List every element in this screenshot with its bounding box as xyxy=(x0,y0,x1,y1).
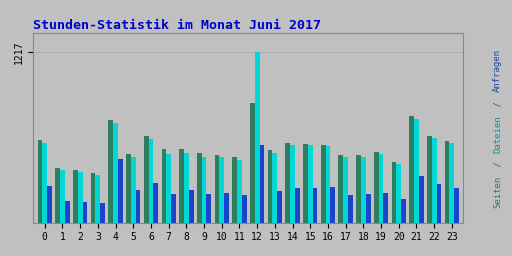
Bar xyxy=(47,186,52,223)
Bar xyxy=(330,187,335,223)
Bar xyxy=(215,155,219,223)
Bar xyxy=(295,188,300,223)
Bar xyxy=(100,203,105,223)
Bar xyxy=(73,170,78,223)
Text: Stunden-Statistik im Monat Juni 2017: Stunden-Statistik im Monat Juni 2017 xyxy=(33,19,322,32)
Bar xyxy=(278,191,282,223)
Bar xyxy=(197,153,202,223)
Bar xyxy=(237,159,242,223)
Bar xyxy=(392,162,396,223)
Bar xyxy=(260,145,264,223)
Bar xyxy=(290,145,295,223)
Bar xyxy=(366,194,371,223)
Bar xyxy=(161,149,166,223)
Bar xyxy=(202,157,206,223)
Bar xyxy=(154,183,158,223)
Bar xyxy=(250,103,255,223)
Bar xyxy=(383,193,388,223)
Bar xyxy=(450,143,454,223)
Bar xyxy=(60,170,65,223)
Bar xyxy=(419,176,423,223)
Bar xyxy=(308,145,313,223)
Bar xyxy=(144,136,148,223)
Bar xyxy=(184,153,189,223)
Bar xyxy=(379,154,383,223)
Bar xyxy=(171,194,176,223)
Bar xyxy=(432,138,437,223)
Text: Anfragen: Anfragen xyxy=(493,49,502,92)
Bar xyxy=(356,155,361,223)
Bar xyxy=(126,154,131,223)
Text: /: / xyxy=(493,96,502,112)
Bar xyxy=(232,157,237,223)
Text: Dateien: Dateien xyxy=(493,115,502,153)
Bar xyxy=(374,152,379,223)
Bar xyxy=(242,195,247,223)
Bar xyxy=(42,143,47,223)
Bar xyxy=(189,190,194,223)
Bar xyxy=(409,116,414,223)
Bar xyxy=(401,199,406,223)
Bar xyxy=(255,52,260,223)
Bar xyxy=(91,173,96,223)
Bar xyxy=(113,123,118,223)
Bar xyxy=(268,150,272,223)
Bar xyxy=(445,141,450,223)
Bar xyxy=(131,157,136,223)
Bar xyxy=(285,143,290,223)
Text: Seiten: Seiten xyxy=(493,176,502,208)
Bar xyxy=(326,146,330,223)
Bar xyxy=(303,144,308,223)
Bar xyxy=(37,140,42,223)
Bar xyxy=(348,195,353,223)
Bar xyxy=(343,157,348,223)
Bar xyxy=(272,153,278,223)
Bar xyxy=(82,202,88,223)
Bar xyxy=(179,149,184,223)
Bar xyxy=(148,139,154,223)
Bar xyxy=(224,193,229,223)
Bar xyxy=(338,155,343,223)
Bar xyxy=(78,172,82,223)
Bar xyxy=(219,157,224,223)
Bar xyxy=(96,175,100,223)
Text: /: / xyxy=(493,156,502,173)
Bar xyxy=(321,145,326,223)
Bar xyxy=(396,165,401,223)
Bar xyxy=(109,120,113,223)
Bar xyxy=(166,154,171,223)
Bar xyxy=(206,194,211,223)
Bar xyxy=(136,190,140,223)
Bar xyxy=(427,136,432,223)
Bar xyxy=(118,159,123,223)
Bar xyxy=(55,168,60,223)
Bar xyxy=(65,201,70,223)
Bar xyxy=(454,188,459,223)
Bar xyxy=(437,184,441,223)
Bar xyxy=(414,119,419,223)
Bar xyxy=(361,157,366,223)
Bar xyxy=(313,188,317,223)
